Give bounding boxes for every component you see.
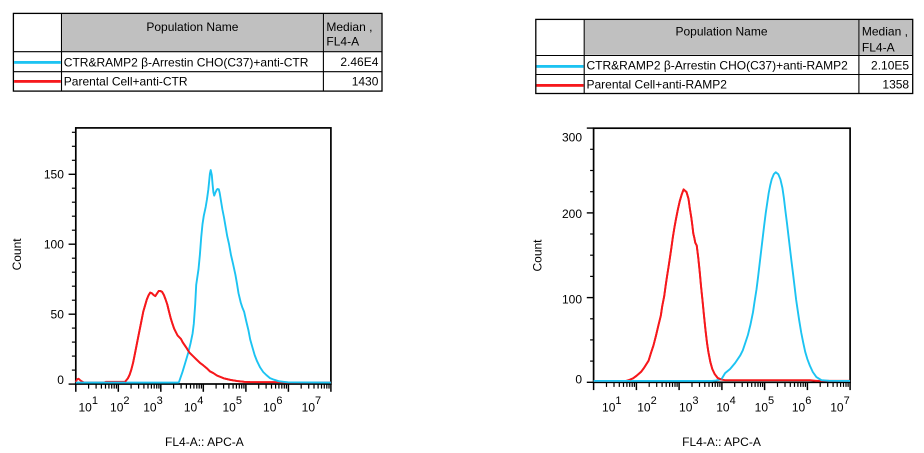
svg-text:101: 101 [78,395,97,414]
svg-text:300: 300 [562,130,582,144]
svg-text:100: 100 [562,293,582,307]
svg-text:Median ,: Median , [862,24,908,38]
svg-text:1430: 1430 [352,74,379,88]
svg-text:103: 103 [679,395,698,414]
svg-text:FL4-A:: APC-A: FL4-A:: APC-A [165,435,244,449]
svg-text:CTR&RAMP2 β-Arrestin CHO(C37)+: CTR&RAMP2 β-Arrestin CHO(C37)+anti-CTR [64,55,309,69]
svg-text:102: 102 [110,395,129,414]
svg-text:150: 150 [44,167,64,181]
svg-text:Count: Count [530,239,544,272]
svg-text:103: 103 [143,395,162,414]
svg-text:101: 101 [602,395,621,414]
svg-text:0: 0 [575,372,582,386]
svg-text:1358: 1358 [882,77,909,91]
svg-text:FL4-A:: APC-A: FL4-A:: APC-A [682,435,761,449]
svg-text:CTR&RAMP2 β-Arrestin CHO(C37)+: CTR&RAMP2 β-Arrestin CHO(C37)+anti-RAMP2 [587,59,849,73]
svg-text:100: 100 [44,237,64,251]
svg-text:Population Name: Population Name [146,20,238,34]
svg-text:106: 106 [263,395,282,414]
svg-text:0: 0 [57,373,64,387]
svg-text:107: 107 [302,395,321,414]
svg-text:104: 104 [716,395,735,414]
svg-text:Parental Cell+anti-RAMP2: Parental Cell+anti-RAMP2 [587,77,728,91]
svg-text:50: 50 [51,307,65,321]
svg-text:Median ,: Median , [326,20,372,34]
svg-text:105: 105 [755,395,774,414]
svg-text:200: 200 [562,207,582,221]
svg-text:2.10E5: 2.10E5 [871,58,909,72]
svg-text:107: 107 [830,395,849,414]
svg-text:Population Name: Population Name [675,24,767,38]
svg-text:106: 106 [792,395,811,414]
svg-text:FL4-A: FL4-A [862,40,895,54]
svg-text:102: 102 [637,395,656,414]
svg-text:104: 104 [184,395,203,414]
svg-text:2.46E4: 2.46E4 [340,55,378,69]
svg-text:Count: Count [10,238,24,271]
svg-text:Parental Cell+anti-CTR: Parental Cell+anti-CTR [64,74,188,88]
svg-text:105: 105 [222,395,241,414]
svg-text:FL4-A: FL4-A [326,35,359,49]
